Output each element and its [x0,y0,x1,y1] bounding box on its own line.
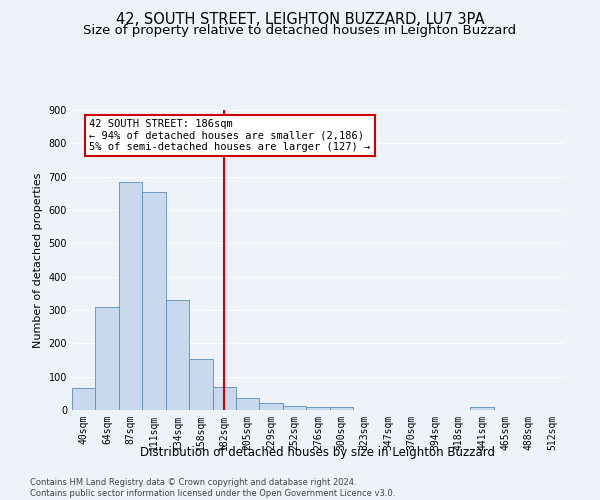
Bar [119,182,142,410]
Bar [259,402,283,410]
Bar [189,360,212,410]
Bar [470,406,494,410]
Bar [142,192,166,410]
Bar [330,408,353,410]
Text: Distribution of detached houses by size in Leighton Buzzard: Distribution of detached houses by size … [140,446,496,459]
Bar [166,300,189,410]
Text: Contains HM Land Registry data © Crown copyright and database right 2024.
Contai: Contains HM Land Registry data © Crown c… [30,478,395,498]
Bar [72,388,95,410]
Bar [212,388,236,410]
Text: 42, SOUTH STREET, LEIGHTON BUZZARD, LU7 3PA: 42, SOUTH STREET, LEIGHTON BUZZARD, LU7 … [116,12,484,28]
Bar [306,406,330,410]
Text: Size of property relative to detached houses in Leighton Buzzard: Size of property relative to detached ho… [83,24,517,37]
Bar [283,406,306,410]
Text: 42 SOUTH STREET: 186sqm
← 94% of detached houses are smaller (2,186)
5% of semi-: 42 SOUTH STREET: 186sqm ← 94% of detache… [89,119,370,152]
Bar [95,306,119,410]
Bar [236,398,259,410]
Y-axis label: Number of detached properties: Number of detached properties [33,172,43,348]
